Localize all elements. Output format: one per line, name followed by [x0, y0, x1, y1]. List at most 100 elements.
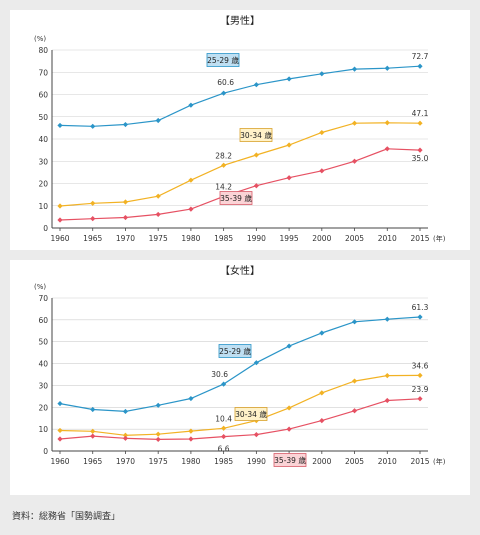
data-point: [319, 168, 325, 174]
data-point: [122, 214, 129, 221]
data-point: [319, 71, 325, 77]
series-line: [59, 148, 421, 221]
x-tick-label: 2010: [378, 234, 397, 243]
data-point: [286, 405, 292, 411]
y-tick-label: 10: [38, 202, 48, 211]
data-label: 30.6: [211, 370, 228, 379]
data-point: [155, 436, 161, 443]
data-point: [122, 435, 129, 441]
data-point: [319, 330, 325, 336]
data-point: [155, 211, 161, 218]
data-point: [351, 120, 358, 126]
y-tick-label: 80: [38, 46, 48, 55]
y-axis-unit: (%): [34, 35, 46, 43]
data-point: [122, 199, 129, 205]
x-tick-label: 2010: [378, 457, 397, 466]
data-point: [417, 63, 423, 69]
y-tick-label: 40: [38, 360, 48, 369]
data-point: [384, 397, 390, 404]
series-tag-box: [273, 453, 307, 467]
female-chart-svg: 【女性】 0 10 20 30 40 50 60 70 (%) 1960 1965 1970 1975 19…: [34, 264, 446, 467]
series-tag-label: 30-34 歳: [235, 409, 267, 419]
x-tick-label: 2000: [312, 457, 331, 466]
data-point: [319, 390, 325, 396]
x-tick-label: 2000: [312, 234, 331, 243]
y-tick-label: 0: [43, 224, 48, 233]
x-tick-label: 2005: [345, 457, 364, 466]
x-tick-label: 1970: [116, 234, 135, 243]
data-point: [351, 319, 358, 325]
data-point: [155, 431, 161, 437]
data-point: [417, 314, 423, 320]
x-tick-label: 1985: [214, 234, 233, 243]
data-point: [319, 418, 325, 424]
y-tick-label: 40: [38, 135, 48, 144]
data-point: [122, 408, 129, 415]
series-tag-box: [239, 128, 273, 142]
y-tick-label: 20: [38, 403, 48, 412]
data-point: [57, 436, 63, 442]
data-point: [417, 396, 423, 402]
x-tick-label: 2005: [345, 234, 364, 243]
data-point: [188, 206, 194, 212]
y-tick-label: 50: [38, 113, 48, 122]
x-tick-label: 2015: [410, 457, 429, 466]
x-tick-label: 1960: [50, 234, 69, 243]
data-point: [286, 175, 292, 181]
data-point: [417, 120, 423, 126]
data-label: 34.6: [412, 361, 429, 370]
data-point: [286, 142, 292, 148]
data-point: [188, 177, 194, 183]
chart-title: 【男性】: [220, 14, 260, 27]
data-point: [57, 217, 63, 223]
data-point: [417, 372, 423, 378]
data-point: [253, 82, 259, 88]
y-tick-label: 10: [38, 425, 48, 434]
series-tag-box: [218, 344, 252, 358]
x-tick-label: 1985: [214, 457, 233, 466]
x-tick-label: 1965: [83, 234, 102, 243]
series-tag-label: 35-39 歳: [274, 455, 306, 465]
x-axis-unit: (年): [433, 234, 446, 243]
data-label: 28.2: [215, 151, 232, 160]
series-line: [59, 316, 421, 413]
x-tick-label: 2015: [410, 234, 429, 243]
data-label: 47.1: [412, 109, 429, 118]
x-tick-label: 1980: [181, 234, 200, 243]
data-point: [221, 425, 227, 431]
data-point: [417, 147, 423, 153]
x-tick-label: 1975: [149, 234, 168, 243]
series-tag-box: [206, 53, 240, 67]
x-tick-label: 1990: [247, 234, 266, 243]
data-point: [384, 146, 390, 152]
data-point: [384, 316, 390, 322]
female-chart-panel: 【女性】 0 10 20 30 40 50 60 70 (%) 1960 1965 1970 1975 19…: [10, 260, 470, 495]
x-tick-label: 1960: [50, 457, 69, 466]
data-point: [188, 395, 194, 402]
series-line: [59, 122, 421, 207]
data-point: [221, 90, 227, 96]
series-tag-label: 35-39 歳: [220, 193, 252, 203]
data-point: [351, 408, 358, 414]
data-point: [351, 378, 358, 384]
data-point: [90, 216, 96, 222]
male-chart-panel: 【男性】 0 10 20 30 40 50 60 70 80 (%) 1960 1965 1970 1975…: [10, 10, 470, 250]
y-tick-label: 50: [38, 338, 48, 347]
series-tag-box: [219, 191, 253, 205]
x-tick-label: 1975: [149, 457, 168, 466]
y-tick-label: 70: [38, 68, 48, 77]
data-label: 60.6: [217, 78, 234, 87]
data-point: [286, 426, 292, 432]
x-tick-label: 1995: [280, 234, 299, 243]
data-point: [286, 343, 292, 349]
x-tick-label: 1970: [116, 457, 135, 466]
data-label: 23.9: [412, 385, 429, 394]
data-point: [90, 433, 96, 439]
data-point: [90, 428, 96, 434]
data-point: [351, 66, 358, 72]
x-tick-label: 1965: [83, 457, 102, 466]
data-point: [319, 129, 325, 136]
series-line: [59, 374, 421, 436]
data-label: 14.2: [215, 182, 232, 191]
data-point: [57, 400, 63, 407]
